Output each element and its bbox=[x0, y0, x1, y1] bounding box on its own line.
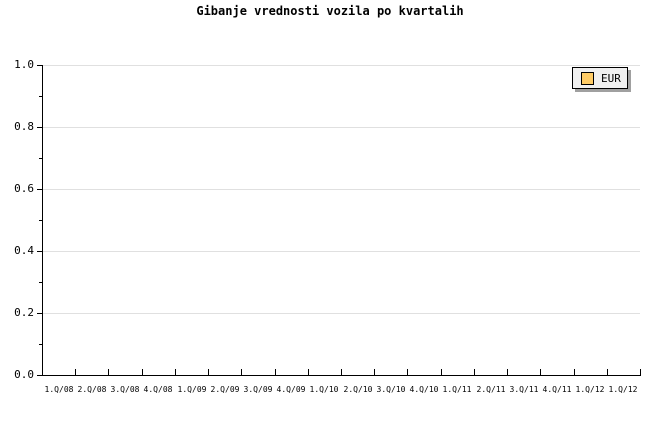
y-axis-major-tick bbox=[37, 189, 42, 190]
x-axis-tick-label: 1.Q/09 bbox=[177, 385, 207, 394]
x-axis-tick bbox=[75, 369, 76, 375]
x-axis-tick bbox=[175, 369, 176, 375]
y-axis bbox=[42, 65, 43, 375]
chart-title: Gibanje vrednosti vozila po kvartalih bbox=[196, 4, 464, 18]
x-axis bbox=[42, 375, 641, 376]
x-axis-tick bbox=[341, 369, 342, 375]
x-axis-tick bbox=[441, 369, 442, 375]
x-axis-tick bbox=[640, 369, 641, 375]
y-axis-tick-label: 1.0 bbox=[14, 58, 34, 71]
x-axis-tick-label: 1.Q/12 bbox=[608, 385, 638, 394]
x-axis-tick bbox=[507, 369, 508, 375]
x-axis-tick bbox=[540, 369, 541, 375]
x-axis-tick bbox=[308, 369, 309, 375]
y-gridline bbox=[42, 65, 640, 66]
legend-swatch-eur bbox=[581, 71, 594, 85]
y-axis-tick-label: 0.2 bbox=[14, 306, 34, 319]
y-axis-minor-tick bbox=[39, 96, 42, 97]
y-gridline bbox=[42, 313, 640, 314]
x-axis-tick bbox=[407, 369, 408, 375]
y-gridline bbox=[42, 189, 640, 190]
x-axis-tick bbox=[574, 369, 575, 375]
x-axis-tick bbox=[108, 369, 109, 375]
x-axis-tick-label: 1.Q/08 bbox=[44, 385, 74, 394]
x-axis-tick-label: 4.Q/09 bbox=[276, 385, 306, 394]
x-axis-tick-label: 3.Q/11 bbox=[509, 385, 539, 394]
x-axis-tick-label: 1.Q/10 bbox=[309, 385, 339, 394]
y-axis-tick-label: 0.8 bbox=[14, 120, 34, 133]
y-axis-tick-label: 0.0 bbox=[14, 368, 34, 381]
y-axis-minor-tick bbox=[39, 220, 42, 221]
y-axis-tick-label: 0.4 bbox=[14, 244, 34, 257]
x-axis-tick bbox=[142, 369, 143, 375]
x-axis-tick bbox=[607, 369, 608, 375]
x-axis-tick-label: 4.Q/08 bbox=[143, 385, 173, 394]
y-axis-minor-tick bbox=[39, 158, 42, 159]
y-axis-tick-label: 0.6 bbox=[14, 182, 34, 195]
x-axis-tick-label: 3.Q/08 bbox=[110, 385, 140, 394]
x-axis-tick-label: 1.Q/11 bbox=[442, 385, 472, 394]
x-axis-tick bbox=[474, 369, 475, 375]
x-axis-tick-label: 1.Q/12 bbox=[575, 385, 605, 394]
x-axis-tick-label: 3.Q/09 bbox=[243, 385, 273, 394]
x-axis-tick bbox=[208, 369, 209, 375]
x-axis-tick-label: 4.Q/10 bbox=[409, 385, 439, 394]
legend-label-eur: EUR bbox=[601, 71, 621, 85]
x-axis-tick-label: 2.Q/11 bbox=[476, 385, 506, 394]
y-axis-major-tick bbox=[37, 65, 42, 66]
x-axis-tick-label: 2.Q/10 bbox=[343, 385, 373, 394]
legend: EUR bbox=[572, 67, 628, 89]
y-axis-major-tick bbox=[37, 375, 42, 376]
x-axis-tick bbox=[241, 369, 242, 375]
x-axis-tick-label: 4.Q/11 bbox=[542, 385, 572, 394]
y-axis-minor-tick bbox=[39, 344, 42, 345]
x-axis-tick bbox=[275, 369, 276, 375]
x-axis-tick-label: 2.Q/09 bbox=[210, 385, 240, 394]
y-axis-major-tick bbox=[37, 251, 42, 252]
y-axis-major-tick bbox=[37, 313, 42, 314]
y-gridline bbox=[42, 251, 640, 252]
x-axis-tick-label: 3.Q/10 bbox=[376, 385, 406, 394]
y-gridline bbox=[42, 127, 640, 128]
x-axis-tick bbox=[374, 369, 375, 375]
y-axis-major-tick bbox=[37, 127, 42, 128]
y-axis-minor-tick bbox=[39, 282, 42, 283]
x-axis-tick-label: 2.Q/08 bbox=[77, 385, 107, 394]
